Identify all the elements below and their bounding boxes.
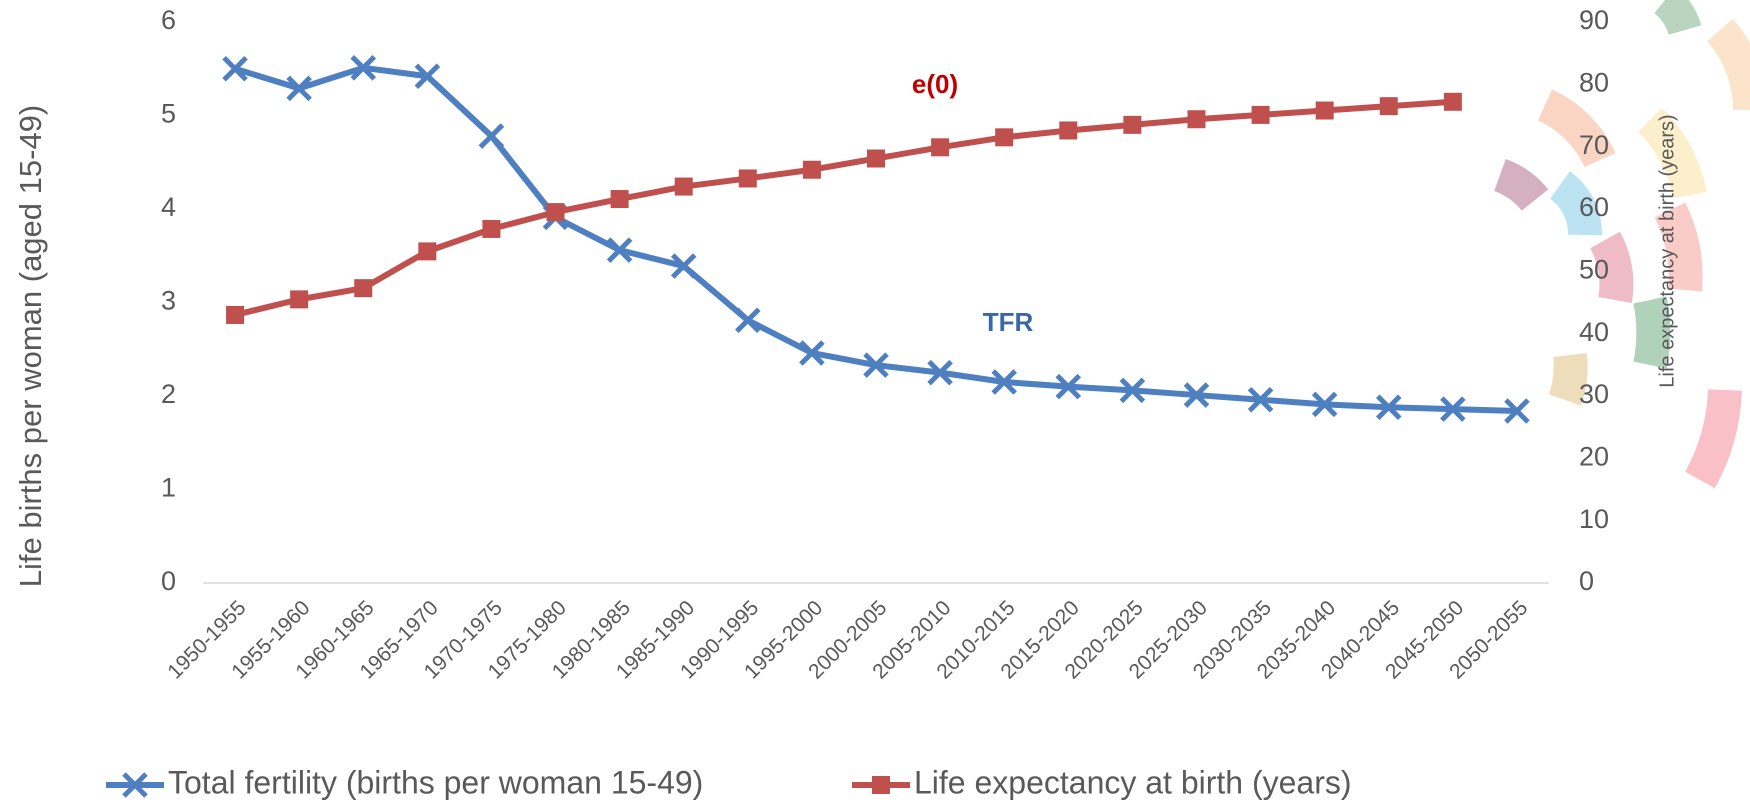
legend-item: Life expectancy at birth (years) bbox=[852, 764, 1352, 800]
marker bbox=[354, 279, 372, 297]
marker bbox=[1252, 106, 1270, 124]
marker bbox=[482, 220, 500, 238]
marker bbox=[803, 161, 821, 179]
y2-tick-label: 70 bbox=[1579, 130, 1609, 160]
marker bbox=[1380, 97, 1398, 115]
decoration bbox=[1500, 0, 1750, 480]
marker bbox=[867, 150, 885, 168]
marker bbox=[611, 190, 629, 208]
chart: Life births per woman (aged 15-49) Life … bbox=[0, 0, 1750, 805]
marker bbox=[1316, 102, 1334, 120]
y-axis-title: Life births per woman (aged 15-49) bbox=[13, 105, 48, 587]
annotation: TFR bbox=[983, 307, 1034, 337]
y2-tick-label: 80 bbox=[1579, 67, 1609, 97]
marker bbox=[739, 169, 757, 187]
y2-tick-label: 10 bbox=[1579, 504, 1609, 534]
y-tick-label: 0 bbox=[161, 566, 176, 596]
marker bbox=[290, 290, 308, 308]
y2-tick-label: 0 bbox=[1579, 566, 1594, 596]
marker bbox=[737, 309, 759, 331]
y-tick-label: 4 bbox=[161, 192, 176, 222]
marker bbox=[418, 242, 436, 260]
marker bbox=[226, 306, 244, 324]
y2-tick-label: 60 bbox=[1579, 192, 1609, 222]
y2-tick-label: 90 bbox=[1579, 5, 1609, 35]
marker bbox=[1059, 121, 1077, 139]
marker bbox=[995, 128, 1013, 146]
legend-label: Life expectancy at birth (years) bbox=[914, 764, 1352, 800]
marker bbox=[480, 125, 502, 147]
y-tick-label: 3 bbox=[161, 286, 176, 316]
y2-axis-title: Life expectancy at birth (years) bbox=[1656, 114, 1678, 387]
y2-tick-label: 50 bbox=[1579, 254, 1609, 284]
marker bbox=[547, 203, 565, 221]
y2-tick-label: 30 bbox=[1579, 379, 1609, 409]
series-line bbox=[235, 102, 1453, 315]
legend-item: Total fertility (births per woman 15-49) bbox=[106, 764, 703, 800]
marker bbox=[931, 138, 949, 156]
legend-label: Total fertility (births per woman 15-49) bbox=[168, 764, 703, 800]
marker bbox=[1187, 110, 1205, 128]
annotation: e(0) bbox=[912, 69, 958, 99]
marker bbox=[675, 178, 693, 196]
page: {"chart_data": {"type": "line", "categor… bbox=[0, 0, 1750, 805]
legend-marker bbox=[872, 776, 890, 794]
y2-tick-label: 40 bbox=[1579, 317, 1609, 347]
marker bbox=[1444, 93, 1462, 111]
y2-tick-label: 20 bbox=[1579, 441, 1609, 471]
y-tick-label: 5 bbox=[161, 99, 176, 129]
marker bbox=[1123, 116, 1141, 134]
y-tick-label: 1 bbox=[161, 473, 176, 503]
y-tick-label: 6 bbox=[161, 5, 176, 35]
y-tick-label: 2 bbox=[161, 379, 176, 409]
